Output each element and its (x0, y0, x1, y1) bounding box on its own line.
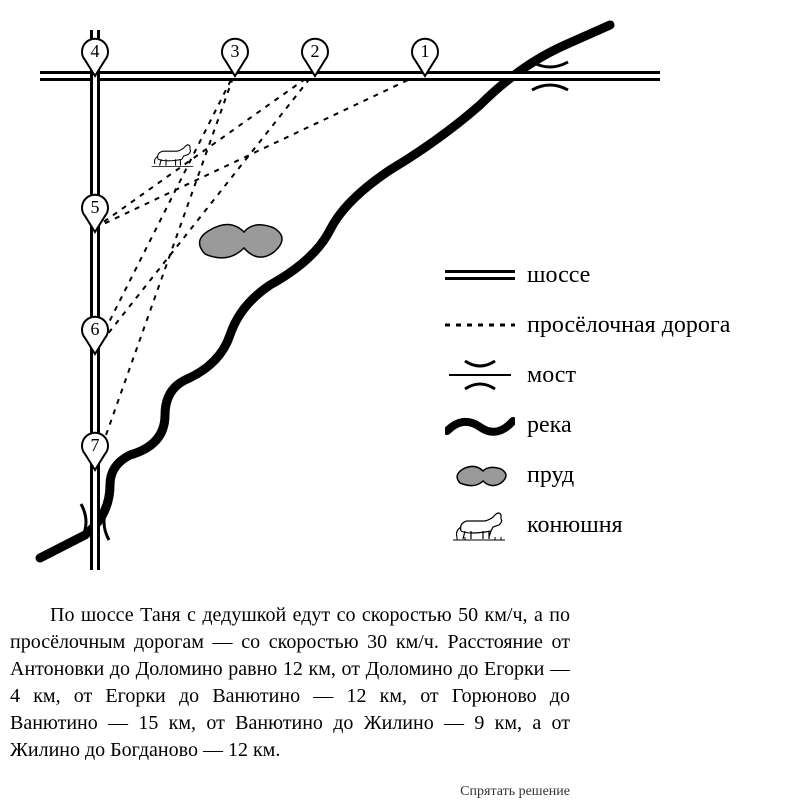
map-marker-7: 7 (82, 433, 108, 470)
map-marker-5: 5 (82, 195, 108, 232)
pond-icon (445, 455, 515, 495)
highway-icon (445, 255, 515, 295)
dirt-road-icon (445, 305, 515, 345)
legend-row-pond: пруд (445, 450, 730, 500)
svg-text:5: 5 (91, 197, 100, 217)
legend-row-bridge: мост (445, 350, 730, 400)
problem-text: По шоссе Таня с дедушкой едут со скорост… (10, 602, 570, 764)
svg-text:1: 1 (421, 41, 430, 61)
legend-label: шоссе (527, 262, 590, 289)
map-marker-4: 4 (82, 39, 108, 76)
legend-label: конюшня (527, 512, 623, 539)
legend-label: река (527, 412, 572, 439)
legend-label: просёлочная дорога (527, 312, 730, 339)
legend-row-stable: конюшня (445, 500, 730, 550)
toggle-solution-link[interactable]: Спрятать решение (10, 784, 570, 800)
legend-row-dirt: просёлочная дорога (445, 300, 730, 350)
legend-row-highway: шоссе (445, 250, 730, 300)
dirt-road (95, 72, 425, 228)
map-diagram: 1 2 3 4 5 6 7 шоссе просёлочная дорога мост (10, 10, 790, 590)
legend-label: пруд (527, 462, 574, 489)
legend-row-river: река (445, 400, 730, 450)
legend: шоссе просёлочная дорога мост река (445, 250, 730, 550)
pond (200, 224, 282, 257)
horse-icon (445, 505, 515, 545)
dirt-road (95, 72, 315, 350)
bridge-icon (445, 355, 515, 395)
svg-text:2: 2 (311, 41, 320, 61)
map-marker-1: 1 (412, 39, 438, 76)
map-marker-6: 6 (82, 317, 108, 354)
svg-text:3: 3 (231, 41, 240, 61)
map-marker-3: 3 (222, 39, 248, 76)
svg-text:7: 7 (91, 435, 100, 455)
map-marker-2: 2 (302, 39, 328, 76)
river-icon (445, 405, 515, 445)
dirt-road (95, 72, 235, 350)
dirt-road (95, 72, 315, 228)
svg-text:6: 6 (91, 319, 100, 339)
legend-label: мост (527, 362, 576, 389)
svg-text:4: 4 (91, 41, 100, 61)
